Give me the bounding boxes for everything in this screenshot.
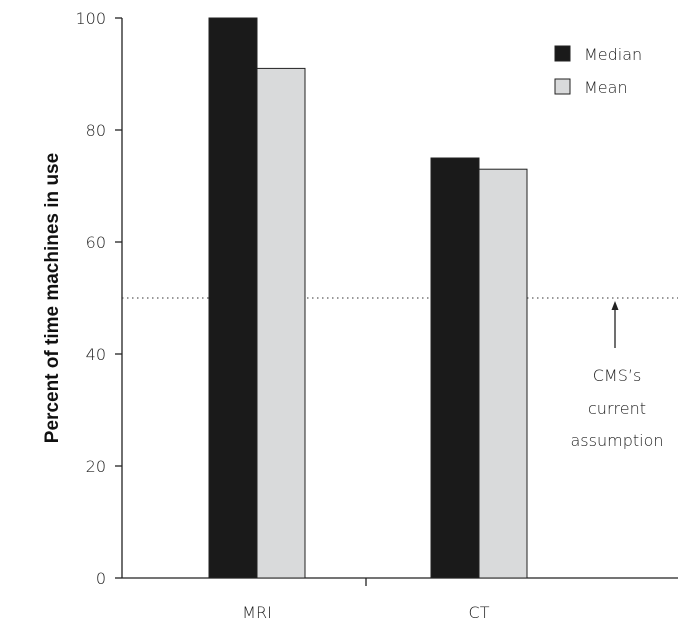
annotation-arrow-head xyxy=(611,301,619,310)
y-tick-label-60: 60 xyxy=(86,233,106,252)
annotation-line-3: assumption xyxy=(570,431,663,450)
bar-ct-median xyxy=(430,157,480,579)
y-tick-label-40: 40 xyxy=(86,345,106,364)
axes xyxy=(121,18,678,586)
y-ticks: 0 20 40 60 80 100 xyxy=(75,9,122,588)
y-tick-label-100: 100 xyxy=(75,9,106,28)
bars xyxy=(208,17,528,579)
legend-swatch-median xyxy=(554,45,571,62)
annotation: CMS’s current assumption xyxy=(570,301,664,450)
y-tick-label-20: 20 xyxy=(86,457,106,476)
annotation-line-2: current xyxy=(588,399,646,418)
bar-mri-mean xyxy=(256,67,306,579)
x-ticks: MRI CT xyxy=(242,603,490,622)
legend-label-median: Median xyxy=(584,45,642,64)
x-tick-label-mri: MRI xyxy=(242,603,272,622)
bar-mri-median xyxy=(208,17,258,579)
y-tick-label-0: 0 xyxy=(96,569,106,588)
x-tick-label-ct: CT xyxy=(469,603,490,622)
legend-label-mean: Mean xyxy=(584,78,628,97)
legend: Median Mean xyxy=(554,45,642,97)
y-tick-label-80: 80 xyxy=(86,121,106,140)
annotation-line-1: CMS’s xyxy=(593,366,642,385)
legend-swatch-mean xyxy=(554,78,571,95)
y-axis-label: Percent of time machines in use xyxy=(42,153,63,443)
bar-ct-mean xyxy=(478,168,528,579)
